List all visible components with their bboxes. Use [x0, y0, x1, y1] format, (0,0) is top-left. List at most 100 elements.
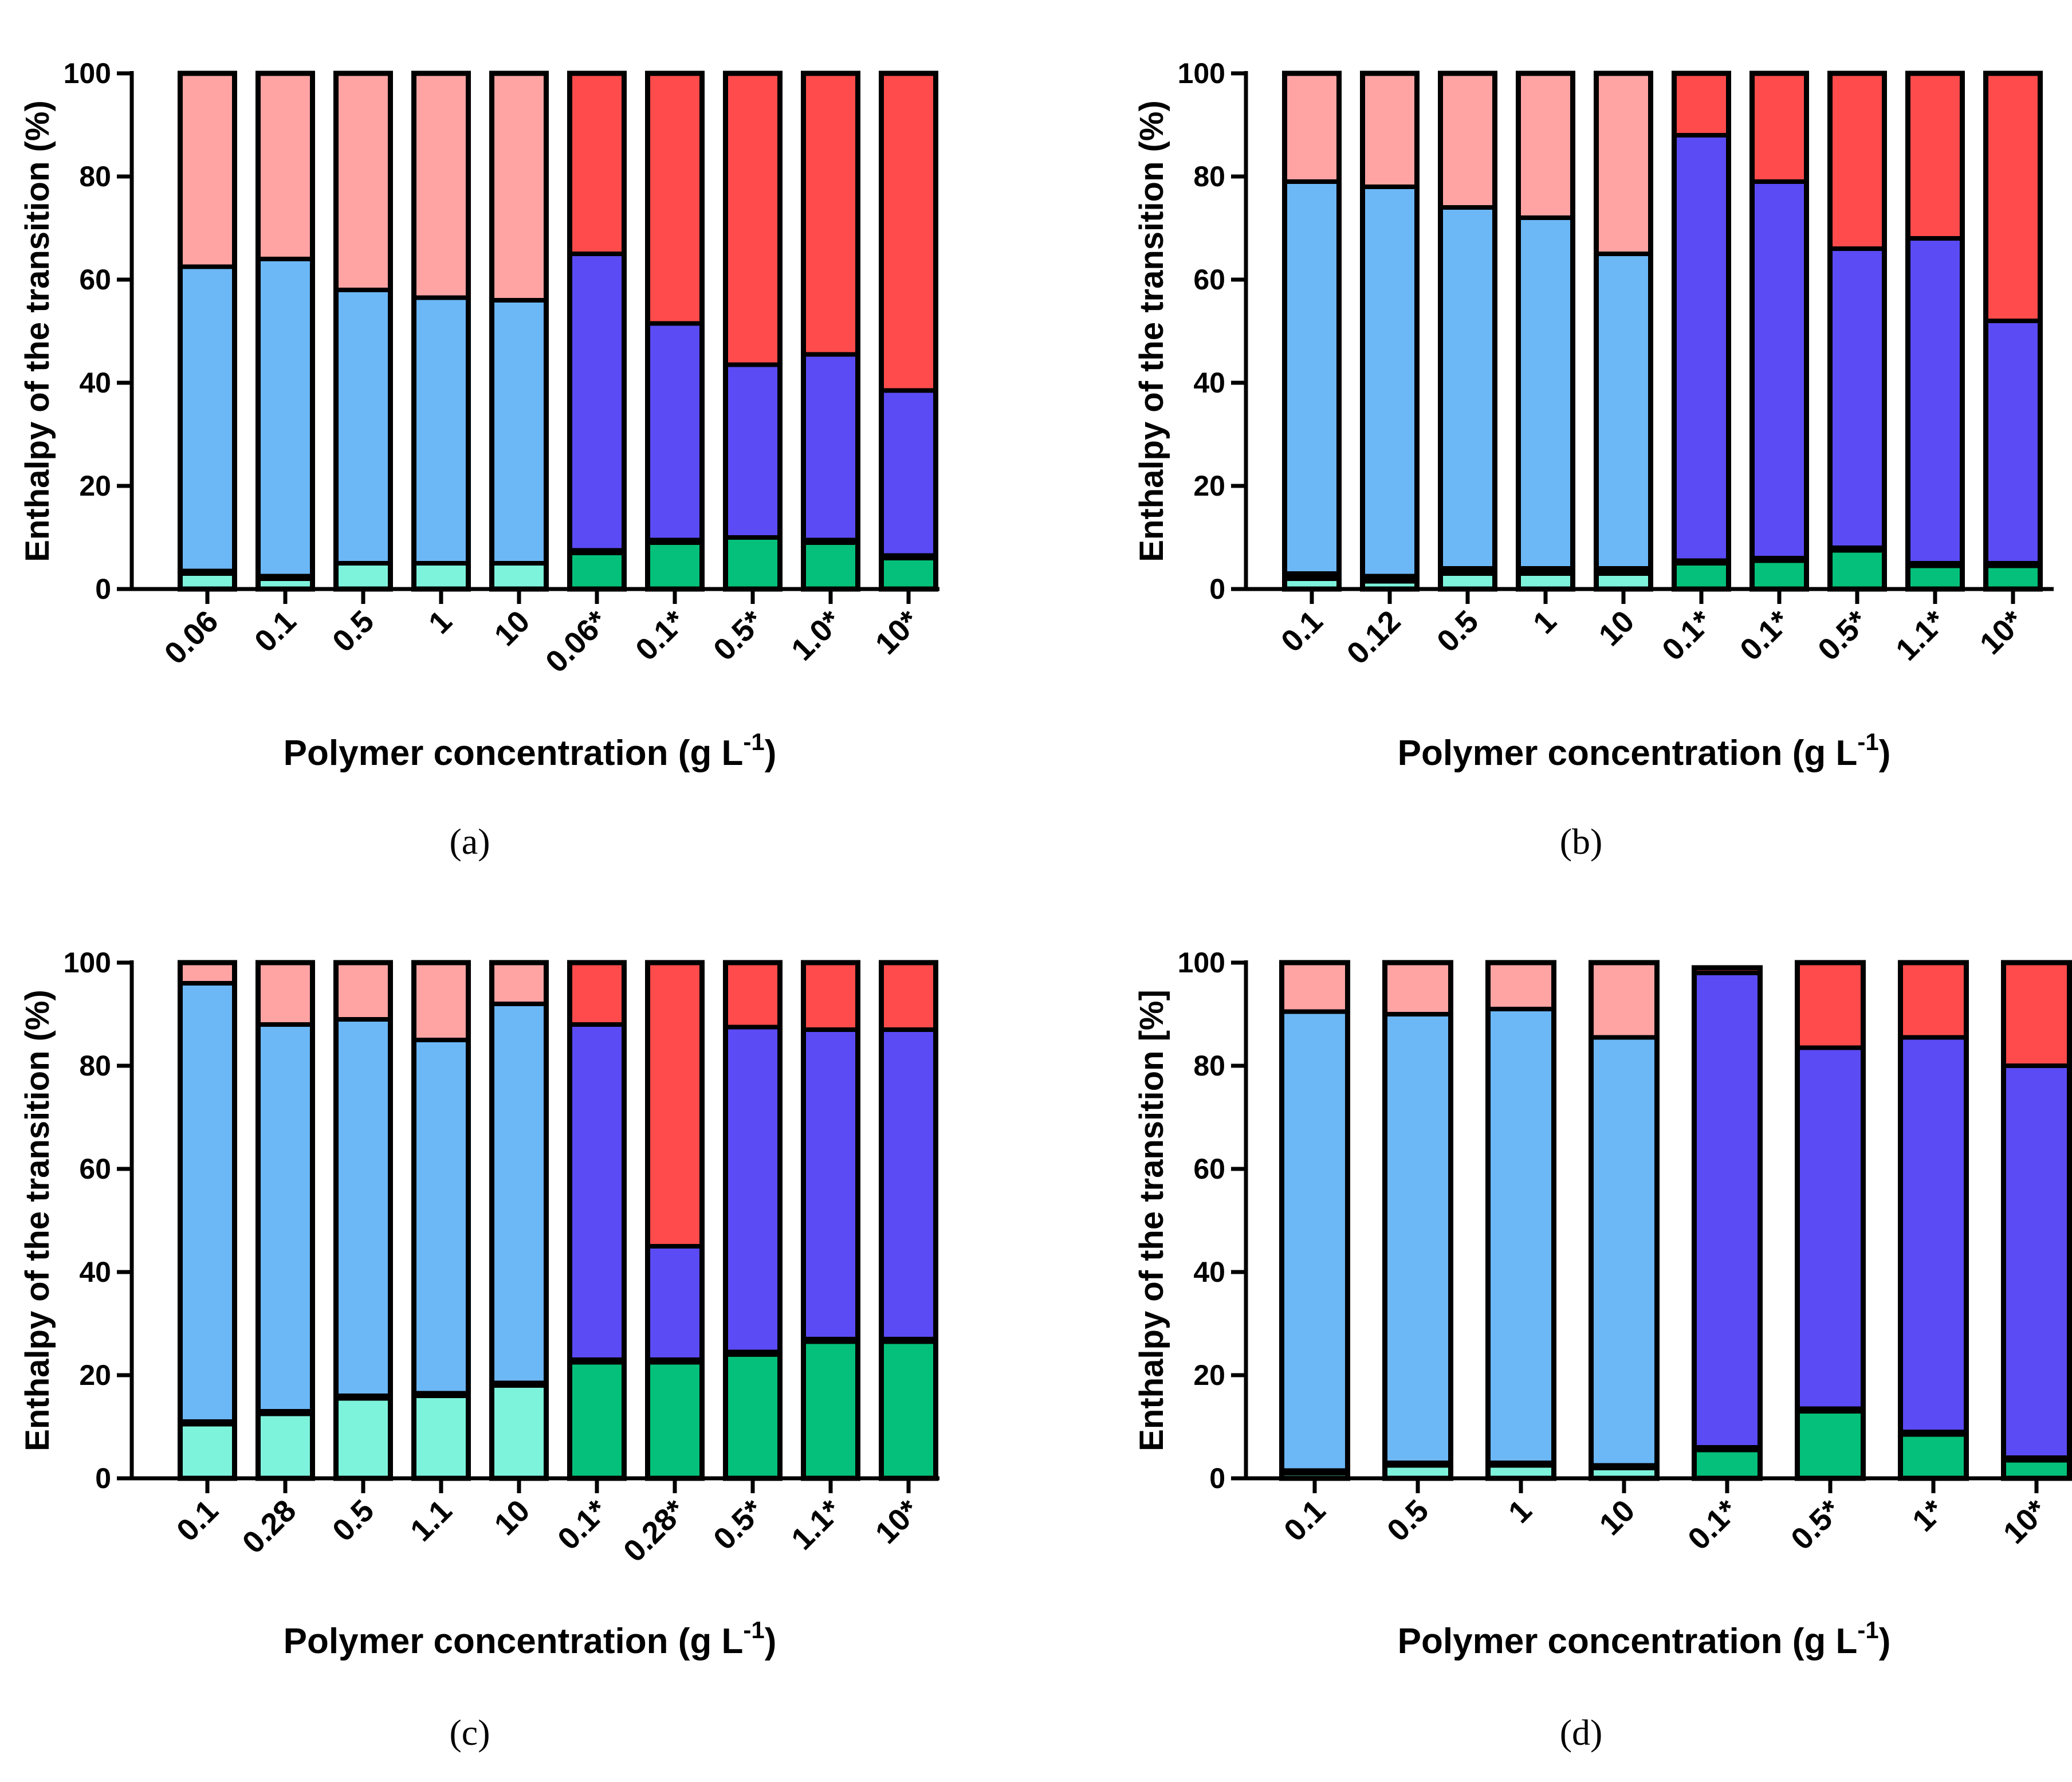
- bar-segment: [1485, 1007, 1556, 1465]
- bar-segment: [489, 561, 549, 591]
- x-tick-label: 0.06: [158, 604, 225, 671]
- bar-segment: [645, 1244, 705, 1362]
- bar-segment: [801, 960, 860, 1032]
- bar-segment: [1282, 71, 1342, 184]
- bar-segment: [879, 388, 938, 558]
- bar-segment: [1795, 960, 1866, 1050]
- x-axis-label-main: Polymer concentration (g L: [1398, 733, 1858, 773]
- bar-segment: [411, 1394, 471, 1481]
- bar-segment: [645, 321, 705, 543]
- y-tick-label: 0: [95, 1462, 111, 1494]
- bar-1: [1382, 960, 1453, 1481]
- bar-9: [1983, 70, 2043, 592]
- bar-segment: [879, 556, 938, 591]
- bar-segment: [567, 1022, 627, 1362]
- x-tick-label: 10*: [1997, 1493, 2054, 1551]
- bar-6: [645, 70, 705, 592]
- bar-segment: [489, 71, 549, 303]
- x-tick-label: 0.1: [1277, 1493, 1332, 1548]
- bar-segment: [1898, 1432, 1969, 1481]
- bar-4: [489, 960, 549, 1481]
- y-tick-label: 20: [1193, 470, 1225, 502]
- bar-8: [1905, 70, 1965, 592]
- panel-caption: (c): [449, 1712, 490, 1753]
- bar-segment: [1795, 1409, 1866, 1481]
- y-axis-label: Enthalpy of the transition (%): [1133, 100, 1170, 562]
- y-axis-label: Enthalpy of the transition [%]: [1133, 990, 1170, 1451]
- bar-segment: [2001, 1458, 2072, 1481]
- bar-segment: [2001, 960, 2072, 1068]
- bar-8: [801, 960, 860, 1481]
- bar-segment: [645, 1360, 705, 1481]
- bar-segment: [489, 960, 549, 1006]
- bar-segment: [1827, 246, 1887, 550]
- y-tick-label: 100: [1178, 947, 1225, 979]
- bar-segment: [1438, 205, 1497, 571]
- bar-segment: [255, 71, 315, 261]
- bar-4: [489, 70, 549, 592]
- bar-segment: [1795, 1045, 1866, 1411]
- bar-5: [567, 70, 627, 592]
- y-tick-label: 20: [79, 1359, 111, 1391]
- bar-segment: [489, 298, 549, 566]
- x-tick-label: 1: [1527, 604, 1563, 641]
- bar-segment: [723, 960, 783, 1030]
- bar-segment: [1983, 563, 2043, 591]
- bar-segment: [723, 1025, 783, 1355]
- bar-segment: [333, 1017, 393, 1398]
- bar-segment: [1279, 960, 1350, 1014]
- y-tick-label: 80: [79, 160, 111, 193]
- bar-segment: [178, 264, 237, 574]
- y-tick-label: 20: [79, 470, 111, 502]
- x-tick-label: 0.1: [1275, 604, 1330, 659]
- bar-segment: [2001, 1063, 2072, 1460]
- bar-segment: [1692, 971, 1763, 1450]
- bar-segment: [801, 1027, 860, 1341]
- bar-2: [1438, 70, 1497, 592]
- bar-1: [1360, 70, 1420, 592]
- x-tick-label: 0.28: [236, 1493, 303, 1560]
- y-tick-label: 80: [79, 1050, 111, 1082]
- x-tick-label: 1*: [1906, 1493, 1951, 1538]
- bar-segment: [1672, 133, 1731, 563]
- x-tick-label: 10: [1593, 604, 1641, 653]
- bar-segment: [567, 252, 627, 553]
- bar-segment: [178, 981, 237, 1424]
- x-tick-label: 0.5: [326, 604, 381, 659]
- bar-segment: [801, 352, 860, 543]
- y-tick-label: 40: [79, 367, 111, 399]
- x-tick-label: 10*: [869, 604, 926, 661]
- bar-segment: [411, 1038, 471, 1396]
- bar-6: [1749, 70, 1809, 592]
- x-axis-label-close: ): [765, 733, 777, 773]
- x-axis-label-main: Polymer concentration (g L: [284, 1622, 744, 1661]
- y-tick-label: 100: [1178, 57, 1225, 89]
- y-tick-label: 100: [64, 947, 111, 979]
- bar-segment: [723, 1352, 783, 1481]
- bar-segment: [1749, 71, 1809, 184]
- bar-segment: [645, 540, 705, 591]
- x-tick-label: 0.5*: [1784, 1493, 1847, 1556]
- bar-segment: [1827, 548, 1887, 591]
- bar-segment: [1672, 561, 1731, 591]
- bar-segment: [1692, 1447, 1763, 1481]
- x-tick-label: 0.1: [170, 1493, 225, 1548]
- x-tick-label: 1.1*: [1889, 604, 1952, 667]
- bar-segment: [879, 1339, 938, 1481]
- bar-segment: [567, 960, 627, 1027]
- x-tick-label: 1.0*: [785, 604, 848, 667]
- bar-segment: [489, 1383, 549, 1481]
- bar-segment: [333, 960, 393, 1022]
- x-tick-label: 0.1*: [1656, 604, 1719, 667]
- bar-segment: [1749, 558, 1809, 591]
- panel-caption: (a): [449, 821, 490, 862]
- bar-segment: [1898, 1035, 1969, 1434]
- bar-segment: [1360, 185, 1420, 579]
- bar-9: [879, 960, 938, 1481]
- bar-segment: [1827, 71, 1887, 251]
- x-tick-label: 0.1*: [1681, 1493, 1744, 1556]
- bar-segment: [801, 1339, 860, 1481]
- bar-0: [1282, 70, 1342, 592]
